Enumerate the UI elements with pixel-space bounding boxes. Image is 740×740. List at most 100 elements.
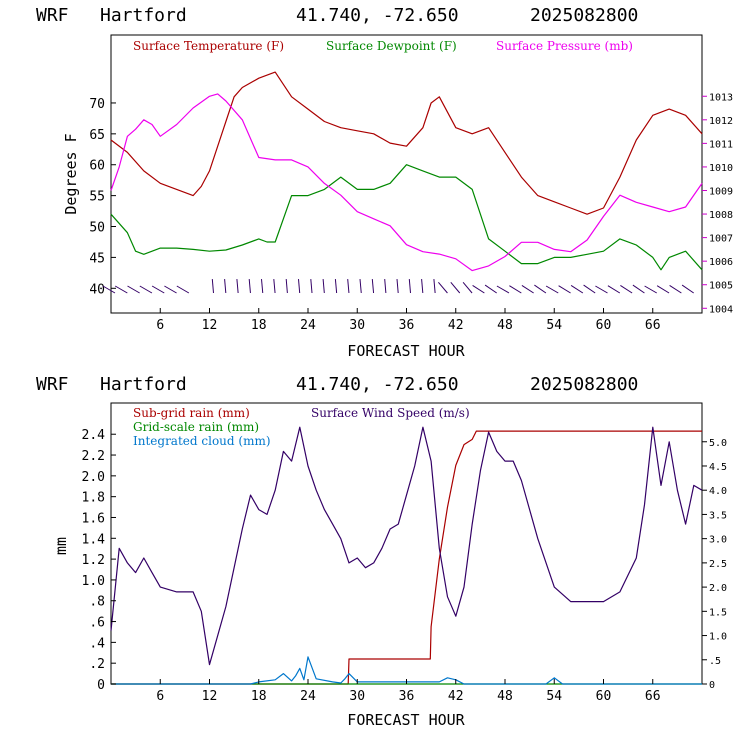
legend-pressure: Surface Pressure (mb) — [496, 39, 633, 53]
header-model: WRF — [36, 5, 69, 26]
surface-pressure-line — [110, 93, 703, 272]
x-tick-label: 36 — [399, 689, 415, 704]
legend-wind-speed: Surface Wind Speed (m/s) — [311, 406, 470, 420]
panel1-x-label: FORECAST HOUR — [347, 342, 465, 360]
panel2-x-label: FORECAST HOUR — [347, 711, 465, 729]
precip-panel: 6 12 18 24 30 36 42 48 54 60 66 0 .2 .4 .6 .8 1.0 1.2 1.4… — [52, 402, 727, 729]
panel2-y-label: mm — [52, 537, 70, 555]
y2-tick-label: 1012 — [709, 116, 733, 127]
y2-tick-label: 1004 — [709, 304, 733, 315]
y2-tick-label: 1008 — [709, 210, 733, 221]
y2-tick-label: 1.5 — [709, 607, 727, 618]
y2-tick-label: 1.0 — [709, 632, 727, 643]
panel1-y-ticks: 40 45 50 55 60 65 70 — [89, 97, 116, 297]
y2-tick-label: 1011 — [709, 139, 733, 150]
wind-barb — [595, 285, 608, 294]
wind-barb — [421, 279, 424, 294]
y2-tick-label: .5 — [709, 656, 721, 667]
wind-barb — [224, 279, 227, 294]
sub-grid-rain-line — [111, 430, 702, 685]
bottom-header: WRF Hartford 41.740, -72.650 2025082800 — [36, 374, 638, 395]
wind-barb — [558, 285, 571, 294]
y-tick-label: 1.2 — [82, 553, 105, 568]
header-site: Hartford — [100, 5, 187, 26]
y2-tick-label: 0 — [709, 680, 715, 691]
wind-barb — [408, 279, 411, 294]
wind-barb — [164, 285, 177, 294]
wind-barb — [273, 279, 276, 294]
y-tick-label: 45 — [89, 251, 105, 266]
panel2-x-ticks: 6 12 18 24 30 36 42 48 54 60 66 — [156, 679, 661, 704]
y-tick-label: .2 — [89, 657, 105, 672]
wind-barb — [632, 284, 645, 294]
header-coords: 41.740, -72.650 — [296, 5, 459, 26]
y2-tick-label: 2.5 — [709, 559, 727, 570]
x-tick-label: 66 — [645, 318, 661, 333]
x-tick-label: 42 — [448, 318, 464, 333]
y2-tick-label: 1006 — [709, 257, 733, 268]
wind-barb — [211, 279, 214, 294]
surface-wind-speed-line — [110, 426, 703, 666]
x-tick-label: 6 — [156, 689, 164, 704]
wind-barbs — [102, 279, 694, 294]
panel1-y-label: Degrees F — [62, 133, 80, 214]
wind-barb — [285, 279, 288, 294]
x-tick-label: 36 — [399, 318, 415, 333]
header2-init: 2025082800 — [530, 374, 638, 395]
x-tick-label: 12 — [202, 689, 218, 704]
wind-barb — [384, 279, 387, 294]
y2-tick-label: 1005 — [709, 281, 733, 292]
panel1-x-ticks: 6 12 18 24 30 36 42 48 54 60 66 — [156, 308, 661, 333]
x-tick-label: 18 — [251, 689, 267, 704]
header2-model: WRF — [36, 374, 69, 395]
x-tick-label: 54 — [546, 318, 562, 333]
y-tick-label: 1.8 — [82, 491, 105, 506]
wind-barb — [347, 279, 350, 294]
surface-temperature-line — [110, 71, 703, 215]
surface-dewpoint-line — [110, 164, 703, 271]
x-tick-label: 6 — [156, 318, 164, 333]
wind-barb — [359, 279, 362, 294]
wind-barb — [509, 285, 522, 294]
wind-barb — [620, 284, 633, 294]
wind-barb — [534, 284, 547, 294]
wind-barb — [656, 285, 670, 294]
wind-barb — [396, 279, 399, 294]
x-tick-label: 54 — [546, 689, 562, 704]
x-tick-label: 24 — [300, 689, 316, 704]
y2-tick-label: 3.5 — [709, 510, 727, 521]
wind-barb — [462, 281, 473, 294]
y2-tick-label: 4.5 — [709, 462, 727, 473]
panel2-series — [110, 426, 703, 685]
wind-barb — [607, 285, 621, 294]
legend-temperature: Surface Temperature (F) — [133, 39, 284, 53]
legend-subgrid-rain: Sub-grid rain (mm) — [133, 406, 250, 420]
panel1-y2-ticks: 1004 1005 1006 1007 1008 1009 1010 1011 1012 1013 — [702, 92, 733, 315]
y2-tick-label: 4.0 — [709, 486, 727, 497]
y2-tick-label: 1009 — [709, 186, 733, 197]
y-tick-label: .4 — [89, 636, 105, 651]
panel2-y2-ticks: 0 .5 1.0 1.5 2.0 2.5 3.0 3.5 4.0 4.5 5.0 — [702, 438, 727, 691]
integrated-cloud-line — [111, 656, 702, 685]
x-tick-label: 18 — [251, 318, 267, 333]
header2-coords: 41.740, -72.650 — [296, 374, 459, 395]
y-tick-label: 1.4 — [82, 532, 106, 547]
y-tick-label: 2.0 — [82, 470, 105, 485]
x-tick-label: 60 — [596, 318, 612, 333]
wind-barb — [176, 285, 190, 294]
x-tick-label: 66 — [645, 689, 661, 704]
top-header: WRF Hartford 41.740, -72.650 2025082800 — [36, 5, 638, 26]
panel2-y-ticks: 0 .2 .4 .6 .8 1.0 1.2 1.4 1.6 1.8 2.0 2.2 2.4 — [82, 428, 116, 693]
y-tick-label: 2.4 — [82, 428, 106, 443]
y2-tick-label: 1007 — [709, 234, 733, 245]
y2-tick-label: 2.0 — [709, 583, 727, 594]
wind-barb — [310, 279, 313, 294]
header-init: 2025082800 — [530, 5, 638, 26]
y-tick-label: 55 — [89, 190, 105, 205]
temperature-panel: 6 12 18 24 30 36 42 48 54 60 66 40 45 50 55 60 65 70 100… — [62, 34, 733, 360]
wind-barb — [261, 279, 264, 294]
x-tick-label: 30 — [349, 318, 365, 333]
wind-barb — [102, 285, 116, 294]
y-tick-label: 1.0 — [82, 574, 105, 589]
y-tick-label: 0 — [97, 678, 105, 693]
